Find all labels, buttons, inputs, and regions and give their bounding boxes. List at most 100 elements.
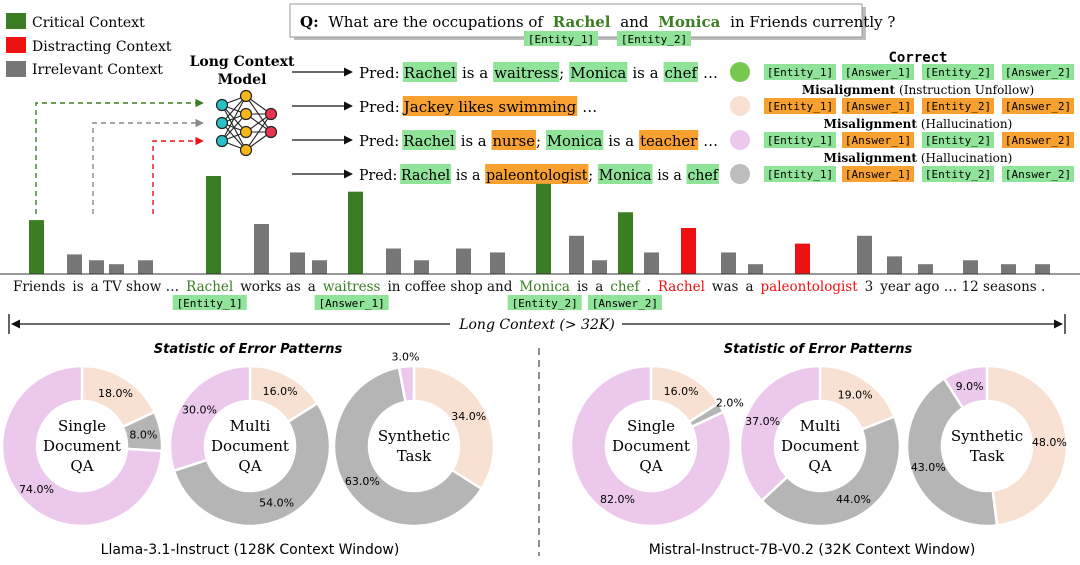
sentence-word: a — [308, 279, 316, 295]
context-bar — [1001, 264, 1016, 274]
legend-label-critical: Critical Context — [32, 15, 145, 31]
context-bar — [67, 254, 82, 274]
sentence-word: chef — [610, 279, 640, 295]
sentence-tag: [Answer_1] — [319, 297, 385, 310]
context-bar — [456, 248, 471, 274]
donut-slice-label: 82.0% — [600, 493, 635, 506]
status-tag: [Entity_2] — [925, 168, 991, 181]
prediction-word: Monica — [570, 64, 626, 82]
status-title-sub: (Hallucination) — [921, 151, 1012, 165]
context-bar — [254, 224, 269, 274]
status-title-main: Misalignment — [802, 83, 896, 97]
prediction-word: ; — [559, 64, 564, 82]
question-tag-2: [Entity_2] — [621, 33, 687, 46]
prediction-word: chef — [687, 167, 719, 185]
status-tag: [Answer_2] — [1005, 100, 1071, 113]
question-part-1: What are the occupations of — [328, 13, 544, 31]
donut-slice — [905, 376, 999, 528]
status-tag: [Entity_2] — [925, 66, 991, 79]
predictions: Pred: Rachel is a waitress; Monica is a chef …P… — [359, 62, 720, 184]
context-bar — [592, 260, 607, 274]
donut-chart-3: 34.0% 63.0% 3.0% Synthetic Task — [332, 350, 496, 528]
prediction-word: is a — [461, 132, 487, 150]
donut-slice-label: 16.0% — [263, 385, 298, 398]
donut-slice — [332, 365, 484, 528]
context-bar — [918, 264, 933, 274]
prediction-word: is a — [462, 64, 488, 82]
status-circle — [730, 130, 750, 150]
donut-slice-label: 2.0% — [716, 397, 744, 410]
nn-hidden-node — [239, 89, 253, 103]
model-name-right: Mistral-Instruct-7B-V0.2 (32K Context Wi… — [649, 542, 976, 558]
sentence-word: paleontologist — [761, 279, 859, 295]
prediction-word: is a — [657, 167, 682, 185]
status-tag-bg — [1002, 132, 1074, 148]
status-tag-bg — [922, 166, 994, 182]
context-bar — [618, 212, 633, 274]
sentence-tag-bg — [507, 295, 582, 310]
donut-slice-label: 63.0% — [345, 475, 380, 488]
donut-chart-6: 48.0% 43.0% 9.0% Synthetic Task — [905, 364, 1069, 528]
status-tag: [Entity_2] — [925, 100, 991, 113]
nn-input-node — [215, 116, 229, 130]
prediction-word: Rachel — [404, 64, 456, 82]
donut-slice — [985, 364, 1069, 527]
donut-slice-label: 54.0% — [259, 497, 294, 510]
status-row-1: [Entity_1] [Answer_1] [Entity_2] [Answer_2] — [730, 62, 1074, 82]
status-tag-bg — [1002, 64, 1074, 80]
legend-label-distracting: Distracting Context — [32, 39, 172, 55]
status-title: Misalignment (Hallucination) — [824, 151, 1013, 165]
status-circle — [730, 164, 750, 184]
prediction-4: Pred: Rachel is a paleontologist; Monica is a… — [359, 164, 720, 184]
sentence-tag-bg — [587, 295, 662, 310]
donut-slice-label: 16.0% — [664, 385, 699, 398]
donut-slice — [397, 364, 416, 404]
donut-slice-label: 18.0% — [98, 387, 133, 400]
prediction-word: teacher — [640, 132, 698, 150]
nn-edge — [221, 95, 247, 142]
donut-slice-label: 8.0% — [129, 428, 157, 441]
donut-slice — [172, 401, 332, 528]
status-tag-bg — [842, 166, 914, 182]
prediction-highlight — [402, 62, 458, 82]
question-box: Q: What are the occupations of Rachel an… — [289, 3, 895, 46]
status-tag-bg — [842, 132, 914, 148]
sentence-word: was — [712, 279, 739, 295]
context-bar — [312, 260, 327, 274]
status-title: Misalignment (Instruction Unfollow) — [802, 83, 1034, 97]
dashed-arrow-irrelevant — [92, 118, 204, 214]
legend-swatch-distracting — [6, 37, 26, 53]
status-tag: [Answer_2] — [1005, 168, 1071, 181]
status-title-main: Misalignment — [824, 151, 918, 165]
sentence-word: works as — [240, 279, 301, 295]
donut-slice-label: 48.0% — [1032, 436, 1067, 449]
sentence-word: . — [647, 279, 651, 295]
context-bar — [138, 260, 153, 274]
status-tag-bg — [1002, 166, 1074, 182]
prediction-label: Pred: — [359, 132, 399, 150]
prediction-word: ; — [536, 132, 541, 150]
dashed-arrow-critical — [35, 98, 204, 214]
status-tag-bg — [842, 64, 914, 80]
neural-network-icon — [215, 89, 278, 157]
prediction-label: Pred: — [359, 167, 397, 185]
prediction-word: ; — [588, 167, 593, 185]
donut-slice-label: 19.0% — [838, 388, 873, 401]
donut-center-title: Synthetic Task — [951, 427, 1023, 465]
prediction-highlight — [402, 130, 456, 150]
context-bar — [569, 235, 584, 274]
status-row-2: Misalignment (Instruction Unfollow) [Entit… — [730, 83, 1074, 116]
error-title-right: Statistic of Error Patterns — [724, 342, 913, 357]
context-bar — [348, 191, 363, 274]
question-entity-2: Monica — [658, 13, 720, 31]
prediction-word: … — [703, 64, 718, 82]
model-title-line1: Long Context — [190, 54, 295, 70]
prediction-highlight — [400, 164, 452, 184]
donut-slice-label: 34.0% — [451, 410, 486, 423]
context-bar — [795, 243, 810, 274]
prediction-label: Pred: — [359, 98, 400, 116]
status-circle — [730, 62, 750, 82]
status-row-4: Misalignment (Hallucination) [Entity_1] [An… — [730, 151, 1074, 184]
prediction-highlight — [491, 130, 537, 150]
context-bars — [29, 176, 1050, 274]
